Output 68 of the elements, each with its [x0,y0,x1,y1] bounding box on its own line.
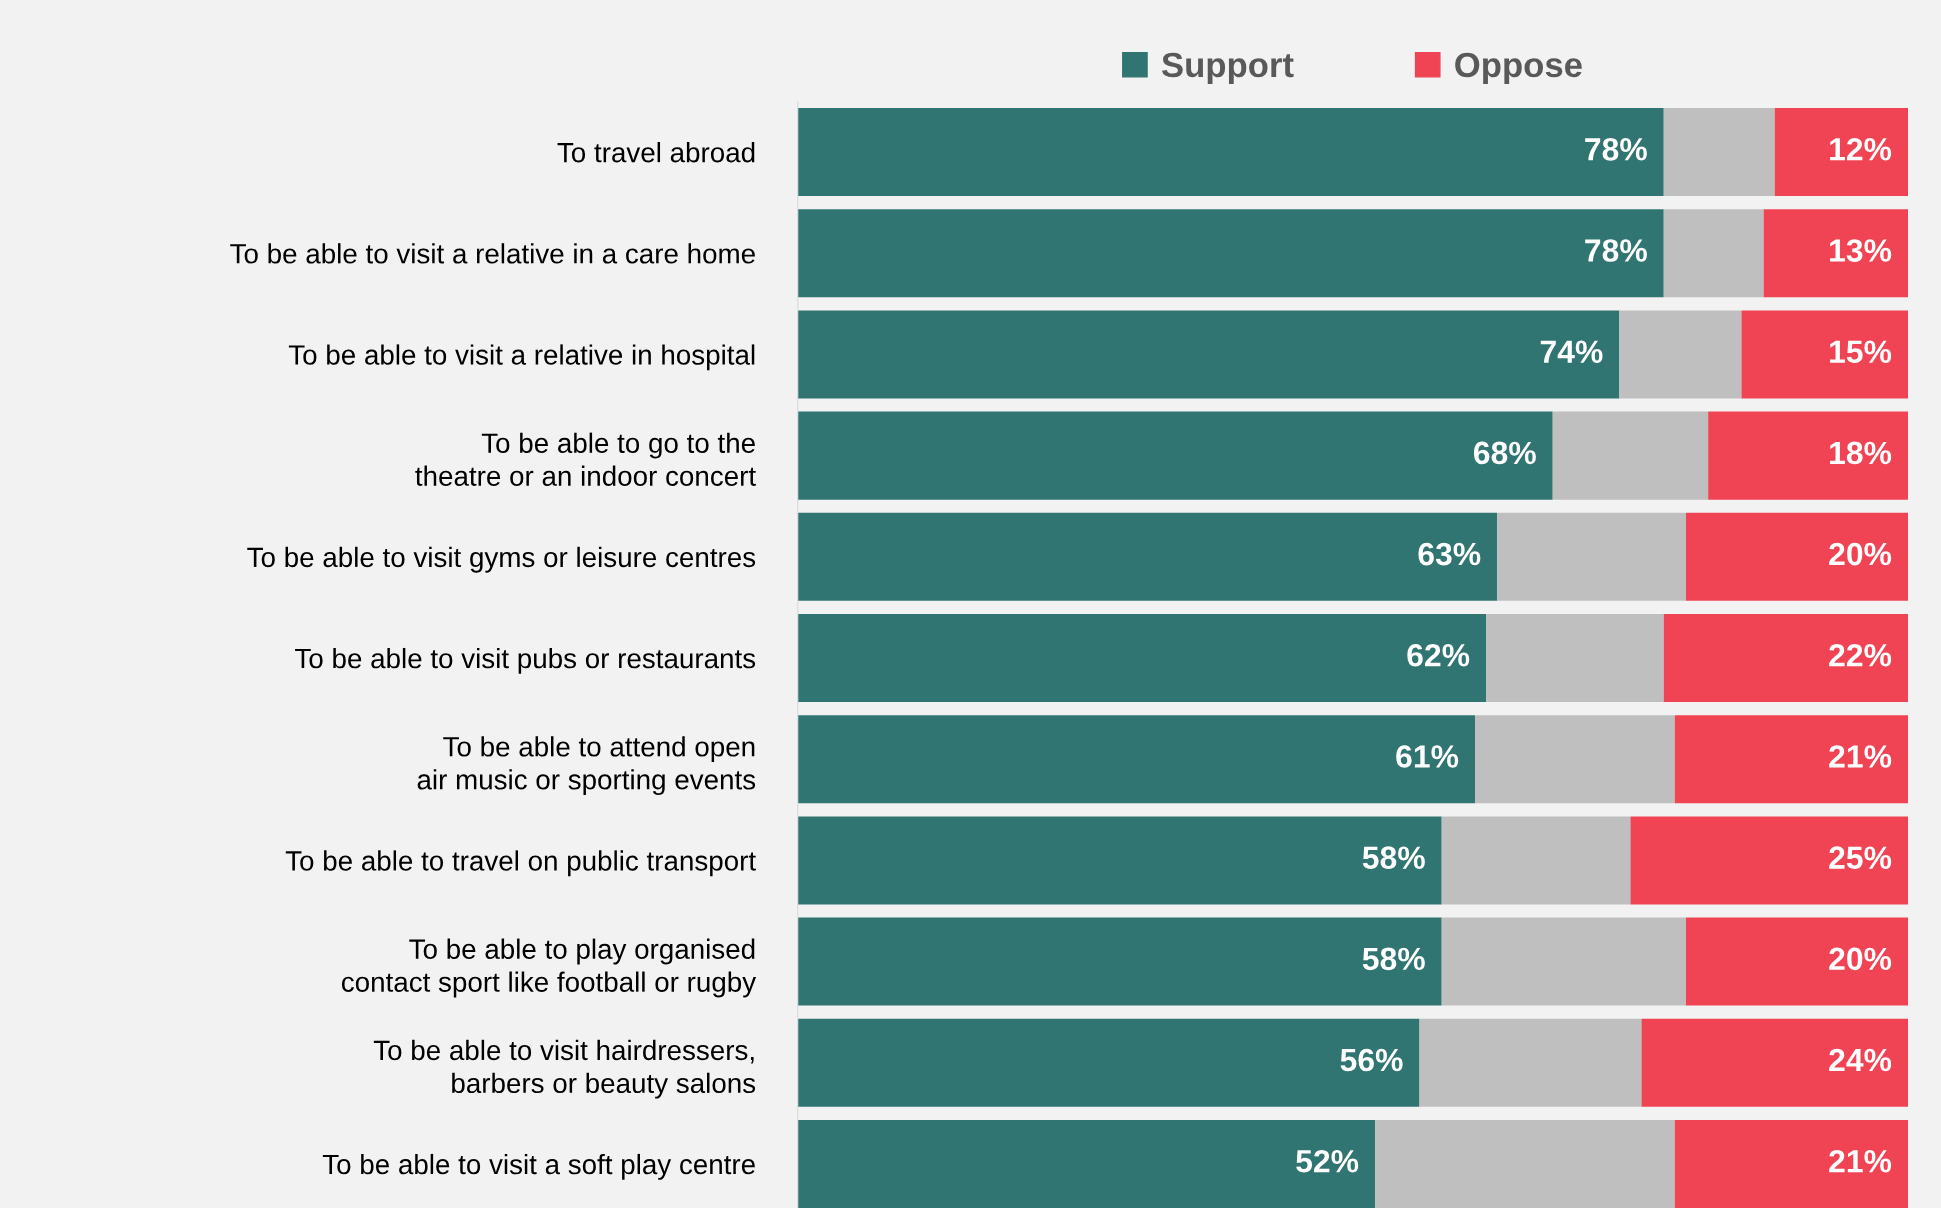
data-label: 18% [1830,441,1892,465]
y-tick-label: To be able to visit pubs or restaurants [295,647,756,674]
bar [797,715,1475,804]
bar [1641,1018,1908,1107]
legend-label: Oppose [1455,52,1582,85]
bar [1774,108,1908,197]
bar [1674,1119,1908,1208]
data-label: 13% [1830,239,1892,262]
bar [1441,816,1631,905]
data-label: 58% [1362,846,1425,869]
bar [1419,1018,1642,1107]
bar [1663,108,1775,197]
bar [797,816,1442,905]
data-label: 78% [1585,138,1647,161]
bar [1475,715,1675,804]
data-label: 12% [1830,138,1892,161]
bar [1663,614,1908,703]
data-label: 58% [1362,947,1425,971]
bar [797,614,1487,703]
data-label: 52% [1296,1149,1359,1173]
bar [1619,310,1742,399]
bar [1741,310,1908,399]
bar [1552,411,1709,500]
y-tick-label: To be able to visit gyms or leisure centres [247,546,756,573]
data-label: 20% [1829,542,1892,566]
data-label: 22% [1829,643,1892,667]
legend-label: Support [1161,52,1294,85]
data-label: 15% [1830,340,1892,364]
data-label: 21% [1829,745,1892,768]
bar [1486,614,1664,703]
bar [1630,816,1908,905]
bar [1685,917,1908,1006]
y-tick-label: To be able to travel on public transport [285,850,756,877]
bar [1375,1119,1675,1208]
bar [1441,917,1686,1006]
bar [1497,512,1686,601]
y-tick-label: To be able to visit hairdressers, barbers or beauty salons [373,1039,756,1099]
bar [797,512,1498,601]
y-tick-label: To be able to visit a relative in hospital [288,344,755,371]
bar [1663,209,1764,298]
y-tick-label: To be able to go to the theatre or an indoor concert [415,432,756,486]
data-label: 24% [1829,1048,1892,1072]
bar [1685,512,1908,601]
data-label: 78% [1585,239,1647,262]
data-label: 21% [1829,1149,1892,1173]
bar [797,108,1664,197]
data-label: 68% [1473,441,1536,465]
bar [797,1119,1376,1208]
data-label: 74% [1540,340,1603,363]
bar [797,310,1620,399]
data-label: 56% [1340,1048,1403,1072]
bar [1763,209,1908,298]
y-tick-label: To be able to visit a soft play centre [322,1153,755,1180]
y-tick-label: To be able to play organised contact sport like football or rugby [341,938,757,998]
bar [797,411,1553,500]
data-label: 62% [1407,643,1470,667]
bar [797,209,1664,298]
bar [1708,411,1908,500]
data-label: 25% [1829,846,1892,869]
bar [797,1018,1420,1107]
y-tick-label: To be able to attend open air music or sporting events [417,736,756,796]
data-label: 63% [1418,542,1481,566]
data-label: 20% [1829,947,1892,971]
y-tick-label: To travel abroad [557,142,755,163]
y-tick-label: To be able to visit a relative in a care home [230,243,755,264]
bar [1674,715,1908,804]
bar [797,917,1442,1006]
data-label: 61% [1396,745,1459,768]
